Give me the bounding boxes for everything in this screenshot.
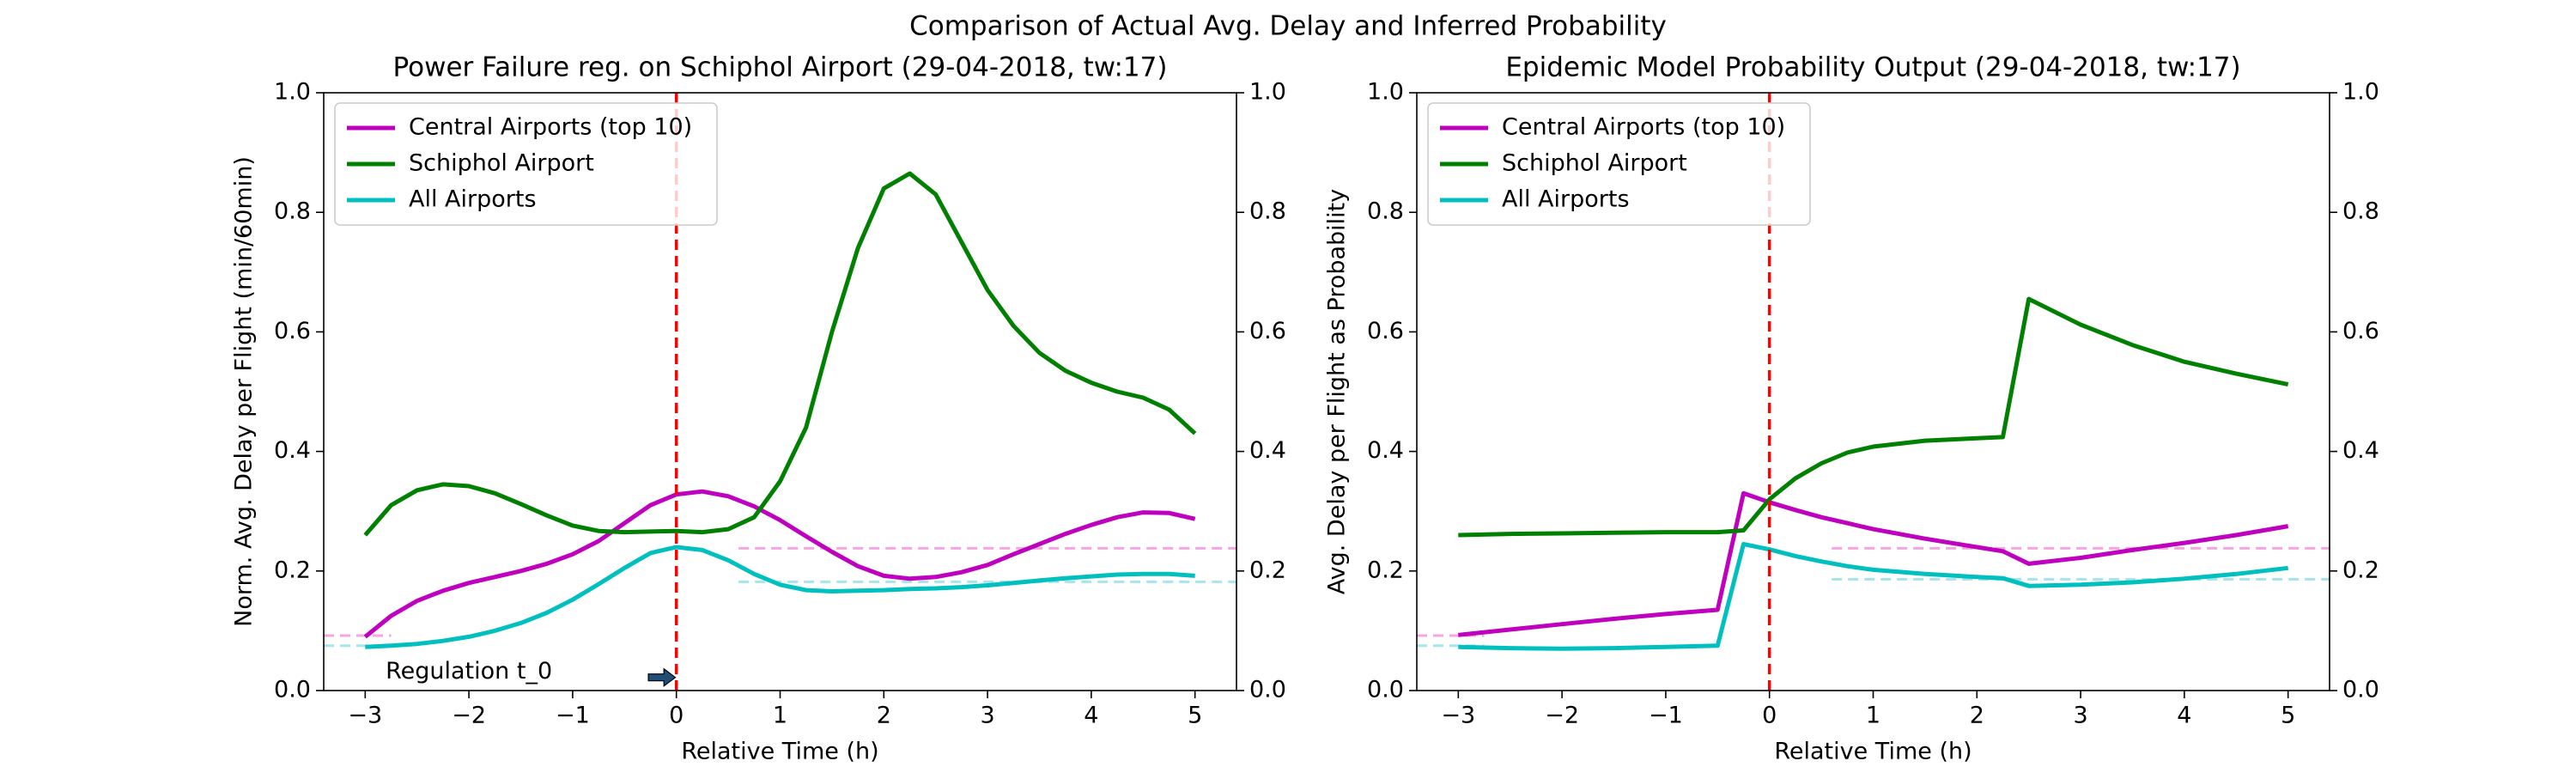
annotation-arrow <box>647 667 677 687</box>
legend-label: All Airports <box>409 186 537 213</box>
legend-label: All Airports <box>1502 186 1630 213</box>
axes-title: Power Failure reg. on Schiphol Airport (… <box>393 52 1168 83</box>
y2-tick-label: 0.8 <box>2342 198 2379 225</box>
x-tick-label: −3 <box>348 703 382 729</box>
series-line <box>363 171 1197 537</box>
annotation: Regulation t_0 <box>386 658 552 685</box>
plot-area <box>1417 93 2330 691</box>
y2-tick-label: 0.2 <box>2342 557 2379 583</box>
y-tick-label: 0.8 <box>274 198 311 225</box>
x-tick-label: 1 <box>773 703 787 729</box>
x-tick-label: −2 <box>452 703 486 729</box>
y2-tick-label: 0.0 <box>2342 677 2379 703</box>
y2-tick-label: 0.0 <box>1249 677 1286 703</box>
y2-tick-label: 0.6 <box>2342 318 2379 344</box>
y2-tick-label: 0.8 <box>1249 198 1286 225</box>
y2-tick-label: 0.2 <box>1249 557 1286 583</box>
y2-tick-label: 0.4 <box>2342 437 2379 464</box>
y-tick-label: 0.0 <box>274 677 311 703</box>
y-tick-label: 1.0 <box>1367 79 1404 106</box>
legend-label: Schiphol Airport <box>409 150 594 177</box>
axes: −3 −2 −1 0 1 2 3 4 5 0.0 0.2 0.4 0.6 0.8 1.0 0.0 0.2 0.4 0… <box>231 52 1286 765</box>
x-tick-label: −3 <box>1441 703 1475 729</box>
y-tick-label: 0.8 <box>1367 198 1404 225</box>
x-tick-label: 5 <box>2281 703 2295 729</box>
y-axis-label: Avg. Delay per Flight as Probability <box>1324 189 1351 595</box>
y-tick-label: 1.0 <box>274 79 311 106</box>
y-tick-label: 0.6 <box>274 318 311 344</box>
y-tick-label: 0.6 <box>1367 318 1404 344</box>
y-tick-label: 0.0 <box>1367 677 1404 703</box>
axes: −3 −2 −1 0 1 2 3 4 5 0.0 0.2 0.4 0.6 0.8 1.0 0.0 0.2 0.4 0… <box>1324 52 2379 765</box>
x-tick-label: 3 <box>2073 703 2087 729</box>
y-tick-label: 0.4 <box>1367 437 1404 464</box>
y-axis-label: Norm. Avg. Delay per Flight (min/60min) <box>231 156 258 627</box>
y2-tick-label: 1.0 <box>2342 79 2379 106</box>
legend-box <box>1427 102 1811 226</box>
x-tick-label: 2 <box>1970 703 1984 729</box>
x-axis-label: Relative Time (h) <box>1774 739 1971 765</box>
x-tick-label: 1 <box>1866 703 1880 729</box>
figure-title: Comparison of Actual Avg. Delay and Infe… <box>909 11 1667 42</box>
series-line <box>363 489 1196 639</box>
legend-box <box>334 102 718 226</box>
x-tick-label: 4 <box>1084 703 1098 729</box>
series-line <box>1458 542 2288 651</box>
x-tick-label: −1 <box>556 703 590 729</box>
x-tick-label: 0 <box>1762 703 1777 729</box>
y-tick-label: 0.2 <box>274 557 311 583</box>
x-tick-label: 3 <box>980 703 994 729</box>
legend-label: Central Airports (top 10) <box>1502 114 1785 141</box>
legend-label: Central Airports (top 10) <box>409 114 692 141</box>
axes-title: Epidemic Model Probability Output (29-04… <box>1505 52 2240 83</box>
y-tick-label: 0.2 <box>1367 557 1404 583</box>
y2-tick-label: 0.4 <box>1249 437 1286 464</box>
x-tick-label: 4 <box>2177 703 2191 729</box>
x-tick-label: 2 <box>877 703 891 729</box>
x-tick-label: −1 <box>1649 703 1683 729</box>
series-line <box>1458 490 2289 637</box>
y-tick-label: 0.4 <box>274 437 311 464</box>
x-tick-label: −2 <box>1545 703 1579 729</box>
y2-tick-label: 0.6 <box>1249 318 1286 344</box>
x-tick-label: 0 <box>669 703 683 729</box>
y2-tick-label: 1.0 <box>1249 79 1286 106</box>
series-line <box>1458 296 2289 538</box>
series-line <box>365 545 1195 649</box>
x-axis-label: Relative Time (h) <box>681 739 878 765</box>
x-tick-label: 5 <box>1188 703 1202 729</box>
plot-area <box>324 93 1236 691</box>
legend-label: Schiphol Airport <box>1502 150 1687 177</box>
